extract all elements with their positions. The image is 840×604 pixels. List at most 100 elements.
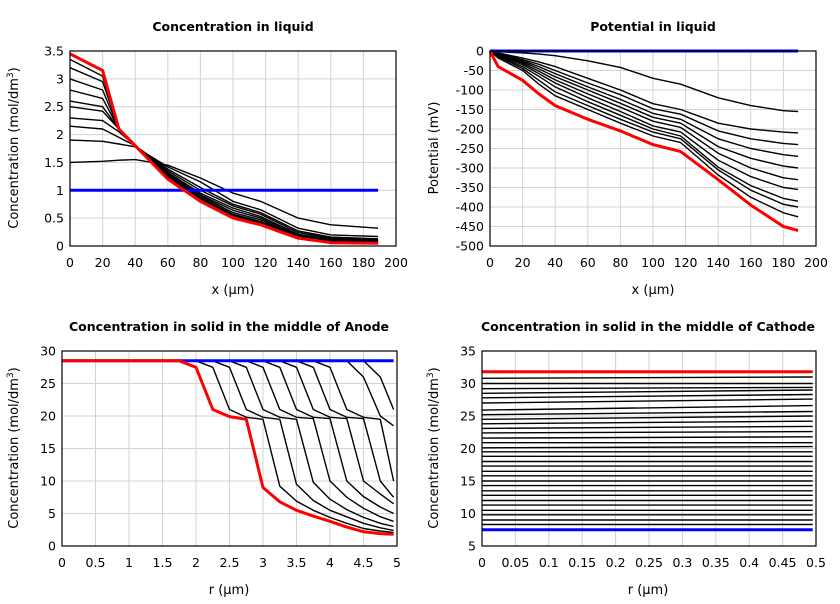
y-tick-label: 1.5 <box>44 155 64 170</box>
y-tick-label: 0 <box>56 239 64 254</box>
x-tick-label: 0.5 <box>806 555 826 570</box>
y-tick-label: 15 <box>40 441 56 456</box>
x-tick-label: 60 <box>160 255 176 270</box>
x-axis-label: x (µm) <box>212 283 255 298</box>
series-line-intermediate <box>69 125 379 240</box>
x-tick-label: 0.1 <box>539 555 559 570</box>
series-line-intermediate <box>489 50 799 218</box>
x-tick-label: 60 <box>580 255 596 270</box>
x-tick-label: 40 <box>547 255 563 270</box>
x-tick-label: 0.35 <box>702 555 730 570</box>
series-line-intermediate <box>481 393 813 399</box>
y-tick-label: 20 <box>40 409 56 424</box>
y-axis-label: Concentration (mol/dm3) <box>6 367 22 529</box>
y-tick-label: 3.5 <box>44 44 64 59</box>
chart-concentration-solid-anode: Concentration in solid in the middle of … <box>6 319 401 598</box>
y-tick-label: 3 <box>56 71 64 86</box>
series-line-intermediate <box>489 50 799 208</box>
y-axis-label: Concentration (mol/dm3) <box>6 67 22 229</box>
x-tick-label: 3.5 <box>287 555 307 570</box>
x-tick-label: 2 <box>192 555 200 570</box>
y-tick-label: -200 <box>456 122 484 137</box>
series-line-intermediate <box>481 376 813 379</box>
x-tick-label: 0.05 <box>501 555 529 570</box>
x-tick-label: 0 <box>58 555 66 570</box>
series-line-intermediate <box>62 360 394 532</box>
series-line-intermediate <box>489 50 799 191</box>
x-tick-label: 180 <box>351 255 375 270</box>
chart-concentration-solid-cathode: Concentration in solid in the middle of … <box>426 319 826 598</box>
x-tick-label: 20 <box>95 255 111 270</box>
plot-frame <box>489 50 817 247</box>
x-tick-label: 0.25 <box>635 555 663 570</box>
x-axis-label: x (µm) <box>632 283 675 298</box>
x-tick-label: 0.4 <box>739 555 759 570</box>
chart-title: Concentration in liquid <box>152 19 313 34</box>
x-tick-label: 0.2 <box>606 555 626 570</box>
series-line-intermediate <box>62 360 394 522</box>
y-tick-label: 30 <box>40 344 56 359</box>
chart-title: Concentration in solid in the middle of … <box>481 319 815 334</box>
series-line-intermediate <box>481 425 813 430</box>
series-line-final <box>488 50 799 232</box>
y-tick-label: 10 <box>460 506 476 521</box>
series-line-intermediate <box>481 410 813 416</box>
y-tick-label: 0 <box>48 539 56 554</box>
chart-potential-liquid: Potential in liquid x (µm) Potential (mV… <box>427 19 828 298</box>
series-line-intermediate <box>489 50 799 181</box>
x-tick-label: 0.3 <box>672 555 692 570</box>
y-tick-label: 0 <box>476 44 484 59</box>
x-tick-label: 180 <box>771 255 795 270</box>
x-tick-label: 0 <box>478 555 486 570</box>
x-tick-label: 160 <box>319 255 343 270</box>
chart-title: Potential in liquid <box>590 19 716 34</box>
y-tick-label: -500 <box>456 239 484 254</box>
y-axis-label: Potential (mV) <box>427 102 442 195</box>
series-line-intermediate <box>62 360 395 498</box>
y-tick-label: -150 <box>456 102 484 117</box>
x-tick-label: 0.5 <box>86 555 106 570</box>
y-tick-label: 2 <box>56 127 64 142</box>
y-tick-label: 25 <box>40 376 56 391</box>
series-line-intermediate <box>489 50 799 146</box>
series-line-intermediate <box>489 50 799 134</box>
y-tick-label: 15 <box>460 474 476 489</box>
series-line-intermediate <box>62 360 394 528</box>
x-tick-label: 120 <box>674 255 698 270</box>
x-tick-label: 100 <box>641 255 665 270</box>
y-tick-label: 1 <box>56 183 64 198</box>
x-tick-label: 200 <box>384 255 408 270</box>
plot-frame <box>61 350 398 547</box>
x-tick-label: 120 <box>254 255 278 270</box>
series-line-intermediate <box>489 50 799 169</box>
series-line-intermediate <box>69 58 379 244</box>
series-line-intermediate <box>481 389 813 394</box>
x-tick-label: 160 <box>739 255 763 270</box>
y-tick-label: -250 <box>456 141 484 156</box>
series-line-intermediate <box>62 360 395 482</box>
x-tick-label: 4 <box>326 555 334 570</box>
x-axis-label: r (µm) <box>628 583 669 598</box>
series-line-intermediate <box>69 139 379 238</box>
y-tick-label: 20 <box>460 441 476 456</box>
y-tick-label: 5 <box>468 539 476 554</box>
x-tick-label: 1 <box>125 555 133 570</box>
series-line-intermediate <box>69 89 379 243</box>
plot-frame <box>69 50 397 247</box>
series-line-intermediate <box>69 158 379 229</box>
series-line-intermediate <box>489 50 799 113</box>
series-line-intermediate <box>481 404 813 411</box>
x-tick-label: 5 <box>393 555 401 570</box>
y-tick-label: 35 <box>460 344 476 359</box>
x-tick-label: 140 <box>706 255 730 270</box>
x-tick-label: 40 <box>127 255 143 270</box>
x-tick-label: 2.5 <box>220 555 240 570</box>
x-tick-label: 0.45 <box>769 555 797 570</box>
series-line-intermediate <box>69 67 379 244</box>
x-tick-label: 3 <box>259 555 267 570</box>
y-tick-label: -350 <box>456 180 484 195</box>
x-tick-label: 20 <box>515 255 531 270</box>
series-line-intermediate <box>481 436 813 439</box>
y-tick-label: -300 <box>456 161 484 176</box>
series-line-final <box>62 359 394 536</box>
